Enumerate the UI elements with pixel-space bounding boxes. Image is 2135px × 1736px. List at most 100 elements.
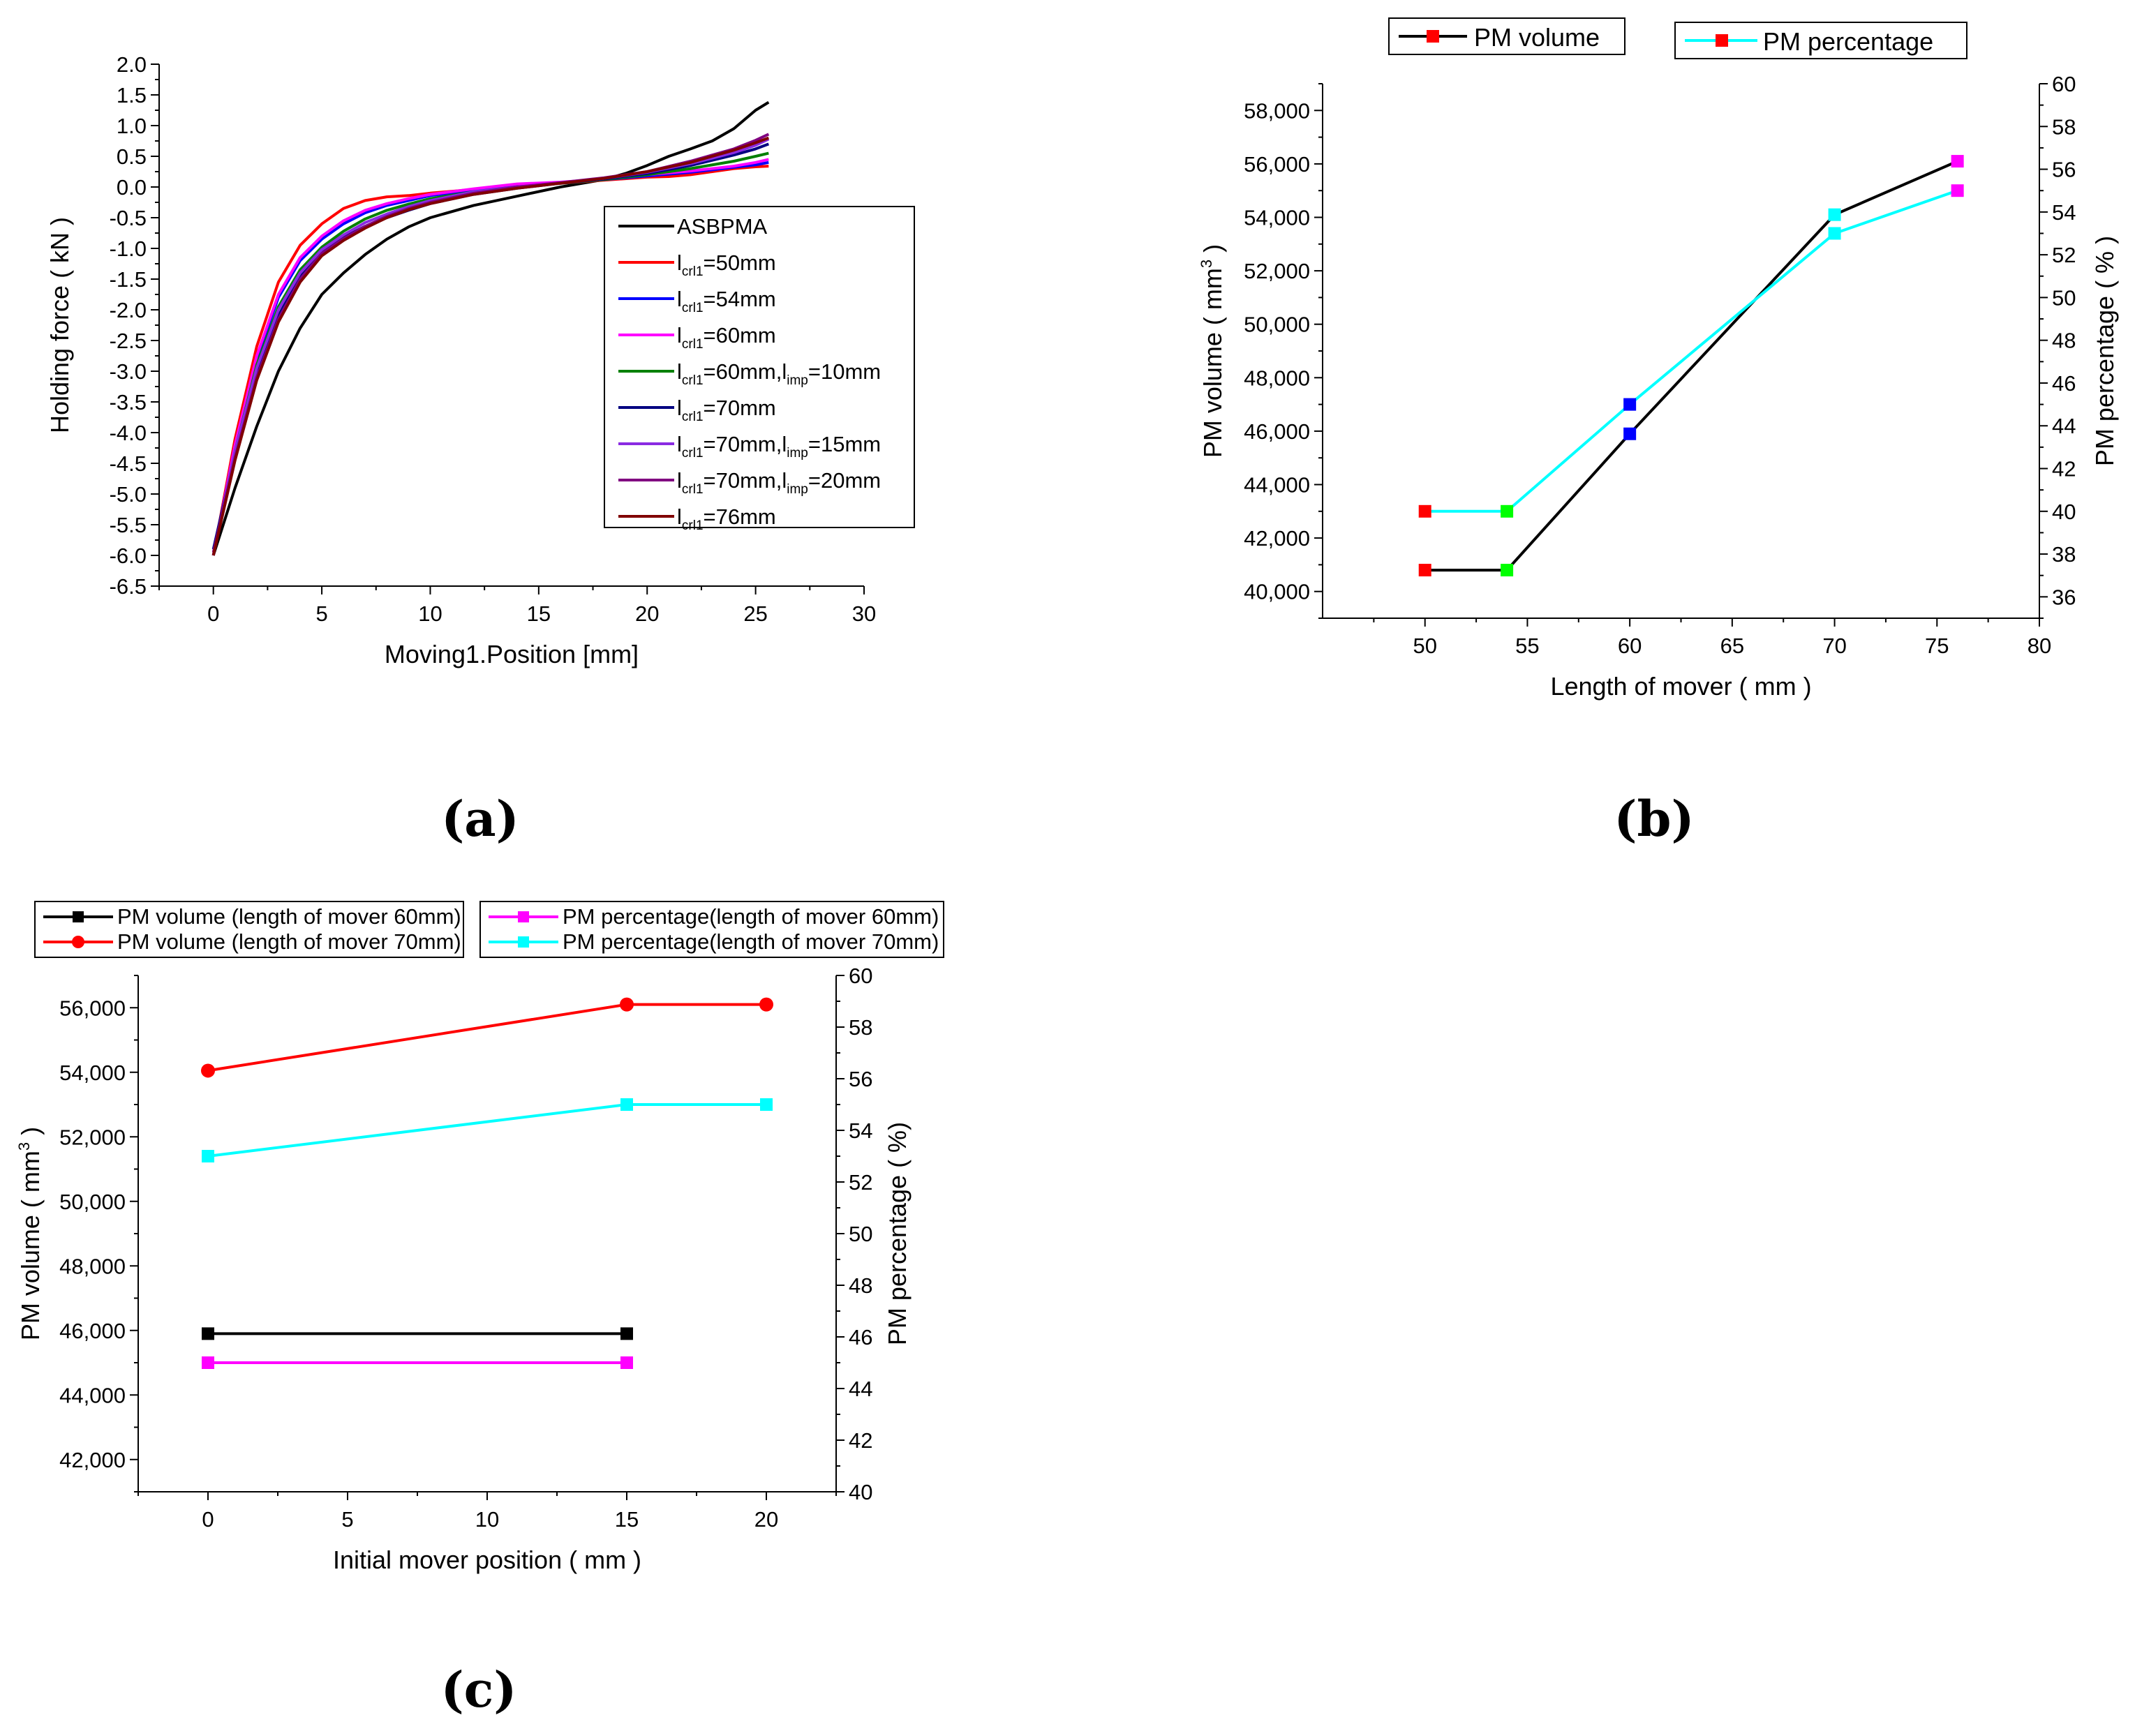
y2-tick-label: 48: [2052, 329, 2076, 353]
data-marker: [201, 1063, 215, 1078]
x-tick-label: 50: [1413, 634, 1436, 658]
x-axis-label: Length of mover ( mm ): [1550, 672, 1811, 701]
y-tick-label: 54,000: [1244, 206, 1310, 230]
y2-tick-label: 42: [2052, 457, 2076, 481]
x-tick-label: 20: [754, 1507, 778, 1532]
y-tick-label: 48,000: [1244, 366, 1310, 390]
x-tick-label: 10: [475, 1507, 499, 1532]
y2-tick-label: 54: [2052, 200, 2076, 225]
data-marker: [1418, 504, 1431, 518]
series-line-1: [207, 1003, 766, 1072]
y-tick-label: -6.0: [110, 544, 147, 568]
y-tick-label: -0.5: [110, 206, 147, 230]
data-marker: [1951, 184, 1964, 197]
y2-tick-label: 58: [849, 1015, 872, 1040]
data-marker: [1501, 504, 1514, 518]
y-tick-label: 42,000: [1244, 526, 1310, 551]
data-marker: [620, 1098, 633, 1111]
y-tick-label: 58,000: [1244, 98, 1310, 123]
data-marker: [202, 1327, 214, 1340]
y-tick-label: 46,000: [1244, 419, 1310, 444]
series-line-3: [211, 158, 769, 556]
y-tick-label: 0.0: [117, 175, 147, 200]
x-tick-label: 70: [1822, 634, 1846, 658]
x-axis-label: Moving1.Position [mm]: [385, 640, 639, 668]
y2-tick-label: 44: [849, 1377, 872, 1401]
legend-marker: [518, 936, 529, 948]
x-axis-label: Initial mover position ( mm ): [333, 1546, 641, 1574]
x-tick-label: 15: [615, 1507, 639, 1532]
y2-tick-label: 58: [2052, 114, 2076, 139]
legend-entry: lcrl1=50mm: [677, 250, 776, 279]
data-marker: [760, 1098, 773, 1111]
y-tick-label: -4.0: [110, 421, 147, 445]
y-tick-label: 40,000: [1244, 580, 1310, 604]
x-tick-label: 10: [418, 601, 442, 626]
legend-entry: lcrl1=60mm: [677, 323, 776, 352]
legend-entry: lcrl1=70mm,limp=20mm: [677, 468, 881, 497]
legend-entry: PM volume (length of mover 60mm): [117, 904, 461, 929]
y2-tick-label: 50: [849, 1222, 872, 1246]
y-tick-label: 0.5: [117, 144, 147, 169]
series-line-4: [211, 151, 769, 556]
y2-tick-label: 36: [2052, 585, 2076, 609]
legend-entry: lcrl1=54mm: [677, 287, 776, 315]
y2-tick-label: 40: [849, 1480, 872, 1504]
y-axis-label: PM volume ( mm3 ): [1198, 244, 1227, 458]
legend-entry: PM volume: [1474, 23, 1600, 52]
y-tick-label: 56,000: [59, 996, 126, 1020]
y-tick-label: -4.5: [110, 451, 147, 476]
y-tick-label: -1.5: [110, 267, 147, 292]
y-tick-label: 50,000: [59, 1190, 126, 1214]
y2-tick-label: 60: [849, 964, 872, 988]
legend-entry: lcrl1=60mm,limp=10mm: [677, 359, 881, 388]
y-tick-label: 1.5: [117, 83, 147, 107]
y2-tick-label: 60: [2052, 72, 2076, 96]
y-tick-label: 44,000: [1244, 473, 1310, 497]
data-marker: [620, 1356, 633, 1369]
panel-label-a: (a): [441, 790, 519, 848]
chart-a: 2.0 1.5 1.0 0.5 0.0 -0.5 -1.0 -1.5 -2.0 -2.5 -3.0 -…: [45, 52, 915, 848]
legend-marker: [518, 911, 529, 922]
panel-label-b: (b): [1614, 790, 1694, 848]
y2-tick-label: 50: [2052, 285, 2076, 310]
y-tick-label: 56,000: [1244, 152, 1310, 177]
y2-tick-label: 42: [849, 1428, 872, 1453]
y2-tick-label: 56: [849, 1067, 872, 1091]
x-tick-label: 20: [635, 601, 659, 626]
chart-c: 42,000 44,000 46,000 48,000 50,000 52,000 54,0…: [15, 901, 944, 1719]
legend-entry: lcrl1=76mm: [677, 504, 776, 533]
data-marker: [1828, 227, 1841, 240]
y-tick-label: 52,000: [1244, 259, 1310, 283]
panel-label-c: (c): [441, 1661, 517, 1719]
series-line-8: [211, 136, 770, 556]
legend-entry: PM percentage: [1763, 27, 1933, 56]
y-tick-label: 46,000: [59, 1319, 126, 1343]
y-tick-label: -3.5: [110, 390, 147, 414]
x-tick-label: 75: [1925, 634, 1949, 658]
data-marker: [1501, 564, 1514, 577]
legend-entry: lcrl1=70mm,limp=15mm: [677, 432, 881, 461]
x-tick-label: 55: [1515, 634, 1539, 658]
data-marker: [759, 997, 773, 1012]
x-tick-label: 25: [743, 601, 767, 626]
y-axis-label: Holding force ( kN ): [45, 217, 74, 433]
data-marker: [1951, 155, 1964, 168]
legend-marker: [72, 936, 84, 948]
legend-box-volume: [34, 901, 464, 958]
legend-marker: [1427, 30, 1439, 43]
chart-b: 40,000 42,000 44,000 46,000 48,000 50,000 52,0…: [1198, 17, 2119, 848]
y-tick-label: -5.0: [110, 482, 147, 507]
data-marker: [620, 997, 634, 1012]
y-tick-label: 2.0: [117, 52, 147, 77]
x-tick-label: 5: [315, 601, 327, 626]
x-tick-label: 15: [527, 601, 551, 626]
y2-tick-label: 46: [849, 1325, 872, 1349]
series-line-1: [1424, 189, 1958, 513]
y-tick-label: 42,000: [59, 1448, 126, 1472]
y-tick-label: -1.0: [110, 237, 147, 261]
x-tick-label: 65: [1720, 634, 1744, 658]
y2-tick-label: 52: [849, 1170, 872, 1195]
series-line-0: [211, 100, 770, 556]
y2-tick-label: 40: [2052, 500, 2076, 524]
